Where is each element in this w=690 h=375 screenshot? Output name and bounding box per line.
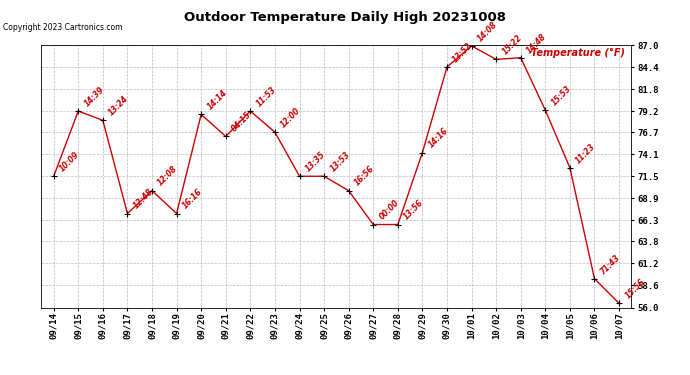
Text: 12:48: 12:48 [132,188,155,211]
Text: 15:22: 15:22 [500,33,524,57]
Text: 13:56: 13:56 [402,198,425,222]
Text: 13:53: 13:53 [328,150,352,174]
Text: 12:00: 12:00 [279,106,302,129]
Text: 11:23: 11:23 [574,142,598,165]
Text: 13:24: 13:24 [107,94,130,118]
Text: 16:56: 16:56 [353,165,376,188]
Text: Temperature (°F): Temperature (°F) [531,48,625,58]
Text: Outdoor Temperature Daily High 20231008: Outdoor Temperature Daily High 20231008 [184,11,506,24]
Text: 00:00: 00:00 [377,198,401,222]
Text: 15:56: 15:56 [623,277,647,300]
Text: 15:53: 15:53 [549,84,573,107]
Text: 14:39: 14:39 [82,85,106,108]
Text: 04:15: 04:15 [230,110,253,134]
Text: 10:09: 10:09 [58,150,81,174]
Text: 12:08: 12:08 [156,165,179,188]
Text: 14:48: 14:48 [525,32,549,55]
Text: 11:53: 11:53 [255,85,278,108]
Text: 14:16: 14:16 [426,126,450,150]
Text: 13:35: 13:35 [304,150,327,174]
Text: 16:16: 16:16 [181,188,204,211]
Text: 14:14: 14:14 [206,88,228,112]
Text: Copyright 2023 Cartronics.com: Copyright 2023 Cartronics.com [3,22,123,32]
Text: 71:43: 71:43 [599,253,622,276]
Text: 14:08: 14:08 [475,20,499,43]
Text: 13:52: 13:52 [451,41,475,64]
